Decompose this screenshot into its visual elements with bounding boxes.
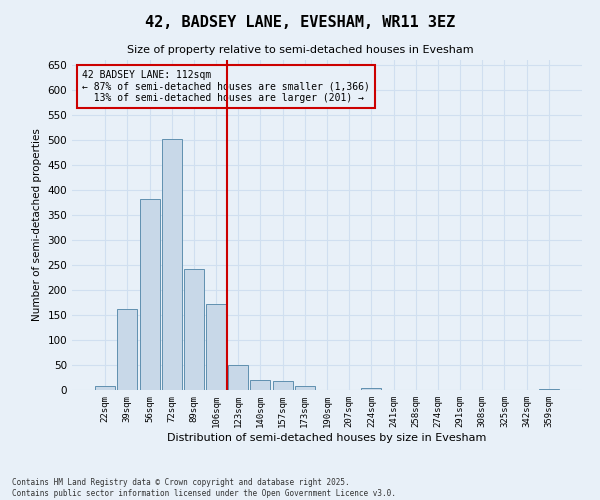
Y-axis label: Number of semi-detached properties: Number of semi-detached properties — [32, 128, 42, 322]
Bar — [206, 304, 226, 390]
Text: Size of property relative to semi-detached houses in Evesham: Size of property relative to semi-detach… — [127, 45, 473, 55]
Text: Contains HM Land Registry data © Crown copyright and database right 2025.
Contai: Contains HM Land Registry data © Crown c… — [12, 478, 396, 498]
Bar — [162, 138, 182, 390]
X-axis label: Distribution of semi-detached houses by size in Evesham: Distribution of semi-detached houses by … — [167, 432, 487, 442]
Bar — [295, 386, 315, 390]
Bar — [95, 386, 115, 390]
Bar — [184, 269, 204, 390]
Bar — [250, 380, 271, 390]
Text: 42 BADSEY LANE: 112sqm
← 87% of semi-detached houses are smaller (1,366)
  13% o: 42 BADSEY LANE: 112sqm ← 87% of semi-det… — [82, 70, 370, 103]
Bar — [228, 364, 248, 390]
Bar — [140, 198, 160, 390]
Bar — [539, 388, 559, 390]
Bar — [118, 308, 137, 390]
Bar — [272, 381, 293, 390]
Text: 42, BADSEY LANE, EVESHAM, WR11 3EZ: 42, BADSEY LANE, EVESHAM, WR11 3EZ — [145, 15, 455, 30]
Bar — [361, 388, 382, 390]
